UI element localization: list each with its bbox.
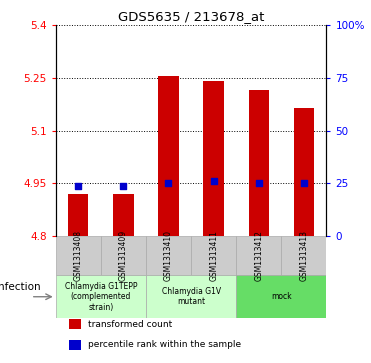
Text: GSM1313410: GSM1313410 [164, 230, 173, 281]
Bar [69, 319, 81, 330]
Bar [236, 275, 326, 318]
Bar [158, 76, 179, 236]
Title: GDS5635 / 213678_at: GDS5635 / 213678_at [118, 10, 264, 23]
Bar [56, 275, 146, 318]
Point [120, 183, 126, 189]
Point [165, 180, 171, 186]
Bar [113, 194, 134, 236]
Bar [249, 90, 269, 236]
Text: mock: mock [271, 292, 292, 301]
Text: Chlamydia G1TEPP
(complemented
strain): Chlamydia G1TEPP (complemented strain) [65, 282, 137, 311]
Point [256, 180, 262, 186]
Point [301, 180, 307, 186]
Text: GSM1313411: GSM1313411 [209, 230, 218, 281]
Text: percentile rank within the sample: percentile rank within the sample [88, 340, 241, 349]
Bar [191, 236, 236, 275]
Text: transformed count: transformed count [88, 320, 173, 329]
Bar [69, 340, 81, 350]
Text: infection: infection [0, 282, 40, 292]
Text: GSM1313409: GSM1313409 [119, 230, 128, 281]
Bar [101, 236, 146, 275]
Bar [146, 275, 236, 318]
Bar [203, 81, 224, 236]
Text: GSM1313408: GSM1313408 [74, 230, 83, 281]
Text: Chlamydia G1V
mutant: Chlamydia G1V mutant [161, 287, 221, 306]
Point [211, 178, 217, 184]
Text: GSM1313412: GSM1313412 [254, 230, 263, 281]
Point [75, 183, 81, 188]
Text: GSM1313413: GSM1313413 [299, 230, 308, 281]
Bar [281, 236, 326, 275]
Bar [294, 109, 314, 236]
Bar [56, 236, 101, 275]
Bar [68, 194, 88, 236]
Bar [236, 236, 281, 275]
Bar [146, 236, 191, 275]
